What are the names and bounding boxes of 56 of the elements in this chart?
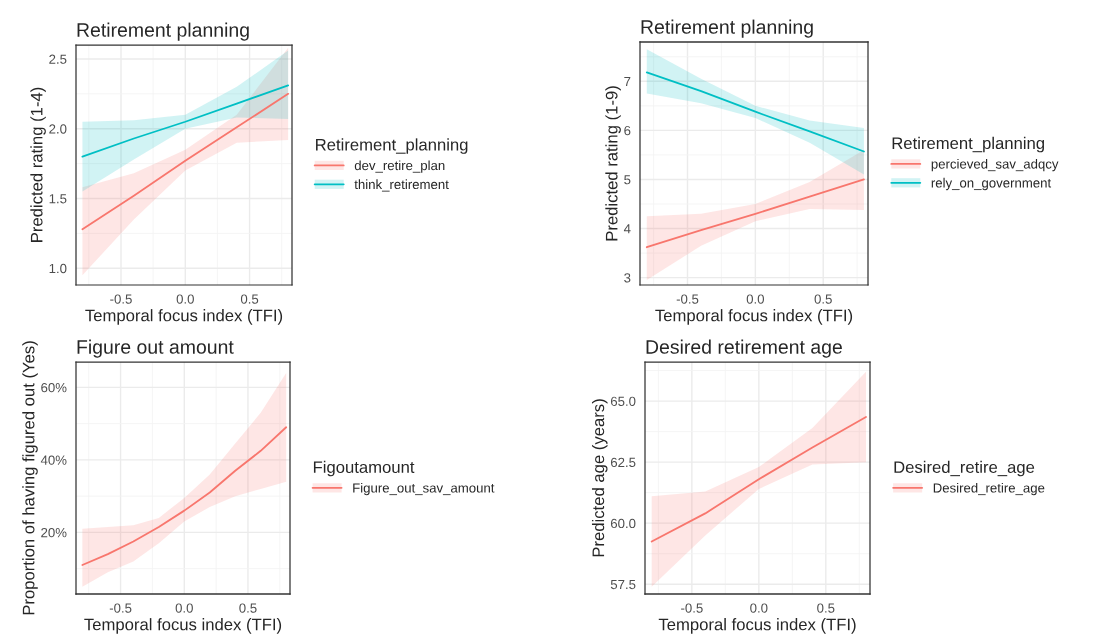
legend-label: think_retirement bbox=[354, 179, 449, 192]
x-tick-label: -0.5 bbox=[110, 294, 132, 304]
y-tick-label: 7 bbox=[624, 76, 631, 87]
x-tick-label: -0.5 bbox=[109, 603, 132, 613]
x-tick-label: 0.5 bbox=[239, 603, 257, 613]
x-tick-label: -0.5 bbox=[681, 603, 703, 613]
line-series bbox=[650, 416, 867, 543]
x-tick-label: 0.0 bbox=[746, 294, 765, 304]
x-axis-title: Temporal focus index (TFI) bbox=[84, 618, 282, 634]
line-series bbox=[81, 84, 290, 158]
y-tick-label: 60.0 bbox=[610, 518, 636, 529]
y-tick-label: 60% bbox=[41, 382, 67, 393]
y-tick-label: 5 bbox=[624, 175, 631, 185]
legend-title: Retirement_planning bbox=[892, 136, 1044, 153]
x-tick-label: 0.5 bbox=[240, 294, 259, 304]
legend-label: Figure_out_sav_amount bbox=[353, 482, 495, 496]
y-tick-label: 4 bbox=[623, 224, 631, 234]
legend-label: Desired_retire_age bbox=[933, 482, 1045, 496]
legend-label: percieved_sav_adqcy bbox=[931, 158, 1059, 172]
legend-title: Figoutamount bbox=[313, 460, 415, 477]
line-series bbox=[645, 178, 865, 249]
y-axis-title: Proportion of having figured out (Yes) bbox=[22, 341, 38, 615]
x-axis-title: Temporal focus index (TFI) bbox=[85, 309, 283, 325]
y-axis-title: Predicted age (years) bbox=[591, 399, 608, 557]
y-tick-label: 62.5 bbox=[610, 457, 636, 468]
y-tick-label: 3 bbox=[624, 273, 631, 283]
y-tick-label: 57.5 bbox=[610, 579, 636, 590]
y-axis-title: Predicted rating (1-9) bbox=[605, 86, 621, 241]
y-tick-label: 40% bbox=[40, 455, 67, 465]
y-tick-label: 1.0 bbox=[49, 263, 67, 274]
y-tick-label: 6 bbox=[624, 125, 631, 136]
chart-title: Figure out amount bbox=[77, 339, 234, 358]
x-tick-label: 0.0 bbox=[750, 603, 768, 613]
y-tick-label: 2.5 bbox=[49, 54, 67, 64]
x-tick-label: 0.0 bbox=[176, 294, 194, 304]
line-series bbox=[645, 71, 865, 153]
legend-label: rely_on_government bbox=[931, 177, 1052, 191]
y-tick-label: 20% bbox=[41, 527, 67, 538]
x-tick-label: 0.5 bbox=[814, 294, 832, 304]
legend-title: Retirement_planning bbox=[316, 138, 468, 154]
y-tick-label: 1.5 bbox=[49, 194, 67, 204]
chart-title: Desired retirement age bbox=[646, 339, 842, 358]
line-series bbox=[81, 92, 290, 231]
x-axis-title: Temporal focus index (TFI) bbox=[658, 618, 856, 634]
x-tick-label: -0.5 bbox=[676, 294, 699, 304]
x-tick-label: 0.5 bbox=[817, 603, 835, 613]
chart-title: Retirement planning bbox=[641, 19, 813, 38]
chart-title: Retirement planning bbox=[77, 22, 249, 41]
x-tick-label: 0.0 bbox=[175, 603, 193, 613]
y-axis-title: Predicted rating (1-4) bbox=[30, 87, 46, 242]
legend-title: Desired_retire_age bbox=[894, 460, 1035, 477]
y-tick-label: 65.0 bbox=[610, 396, 636, 406]
x-axis-title: Temporal focus index (TFI) bbox=[655, 309, 853, 325]
line-series bbox=[81, 426, 288, 566]
legend-label: dev_retire_plan bbox=[354, 160, 445, 173]
y-tick-label: 2.0 bbox=[49, 124, 67, 134]
